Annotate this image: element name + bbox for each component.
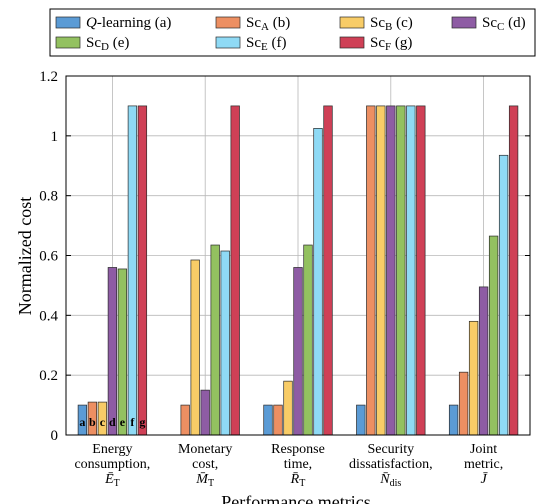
legend-swatch-f [215,36,241,49]
y-tick-label: 0.4 [39,308,58,324]
legend-swatch-e [55,36,81,49]
bar-security-g [416,105,426,436]
x-label-security-line3: N̄dis [379,472,401,489]
x-label-security-line2: dissatisfaction, [349,457,433,472]
bar-monetary-e [210,244,220,436]
bar-response-c [283,380,293,436]
legend-swatch-c [339,16,365,29]
bar-security-b [366,105,376,436]
legend-label-e: ScD (e) [86,35,129,53]
bar-letter-b: b [89,415,96,429]
bar-monetary-f [220,250,230,436]
x-label-energy-line1: Energy [92,442,132,457]
x-label-monetary-line3: M̄T [195,472,214,489]
y-tick-label: 0 [51,428,59,444]
bar-energy-f [127,105,138,436]
axes [65,75,531,436]
x-label-energy-line2: consumption, [74,457,150,472]
legend-swatch-d [451,16,477,29]
bar-security-e [396,105,406,436]
x-label-response-line3: R̄T [290,472,306,489]
bar-joint-a [448,404,459,436]
bar-joint-d [478,286,489,436]
bar-joint-e [488,235,499,436]
bar-security-d [386,105,396,436]
x-axis-label: Performance metrics [221,492,370,504]
bar-security-a [356,404,366,436]
x-label-joint-line1: Joint [470,442,497,457]
bar-letter-g: g [139,415,145,429]
x-label-energy-line3: ĒT [104,471,120,489]
bar-security-c [376,105,386,436]
legend-label-c: ScB (c) [370,15,413,33]
x-label-security-line1: Security [367,442,414,457]
bar-security-f [406,105,416,436]
bar-monetary-c [190,259,200,436]
bar-energy-g [137,105,148,436]
x-label-monetary-line2: cost, [192,457,218,472]
legend-swatch-g [339,36,365,49]
y-tick-label: 1 [51,129,59,145]
x-label-response-line2: time, [284,457,312,472]
bar-monetary-b [180,404,190,436]
x-label-monetary-line1: Monetary [178,442,232,457]
y-tick-label: 1.2 [39,69,58,85]
bar-joint-g [508,105,519,436]
x-label-joint-line2: metric, [464,457,503,472]
bar-letter-f: f [130,415,135,429]
bars [77,105,519,436]
y-tick-label: 0.8 [39,189,58,205]
bar-letter-d: d [109,415,116,429]
legend: Q-learning (a) ScA (b) ScB (c) ScC (d) ScD (… [49,8,536,57]
legend-swatch-a [55,16,81,29]
x-label-joint-line3: J̄ [480,472,488,487]
y-tick-labels: 0 0.2 0.4 0.6 0.8 1 1.2 [39,69,58,444]
bar-monetary-d [200,389,210,436]
legend-label-a: Q-learning (a) [86,15,171,31]
legend-label-d: ScC (d) [482,15,526,33]
bar-response-f [313,128,323,436]
bar-response-g [323,105,333,436]
legend-label-g: ScF (g) [370,35,412,53]
y-tick-label: 0.6 [39,249,58,265]
bar-letter-c: c [100,415,106,429]
bar-energy-d [107,267,118,436]
y-axis-label: Normalized cost [15,197,35,315]
bar-joint-b [458,371,469,436]
bar-joint-f [498,154,509,436]
bar-response-b [273,404,283,436]
bar-monetary-g [230,105,240,436]
bar-response-d [293,267,303,436]
bar-response-a [263,404,273,436]
bar-energy-e [117,268,128,436]
legend-label-b: ScA (b) [246,15,290,33]
legend-swatch-b [215,16,241,29]
legend-label-f: ScE (f) [246,35,286,53]
bar-letter-e: e [120,415,126,429]
bar-response-e [303,244,313,436]
bar-joint-c [468,320,479,436]
y-tick-label: 0.2 [39,368,58,384]
x-label-response-line1: Response [271,442,325,457]
bar-letter-a: a [79,415,85,429]
